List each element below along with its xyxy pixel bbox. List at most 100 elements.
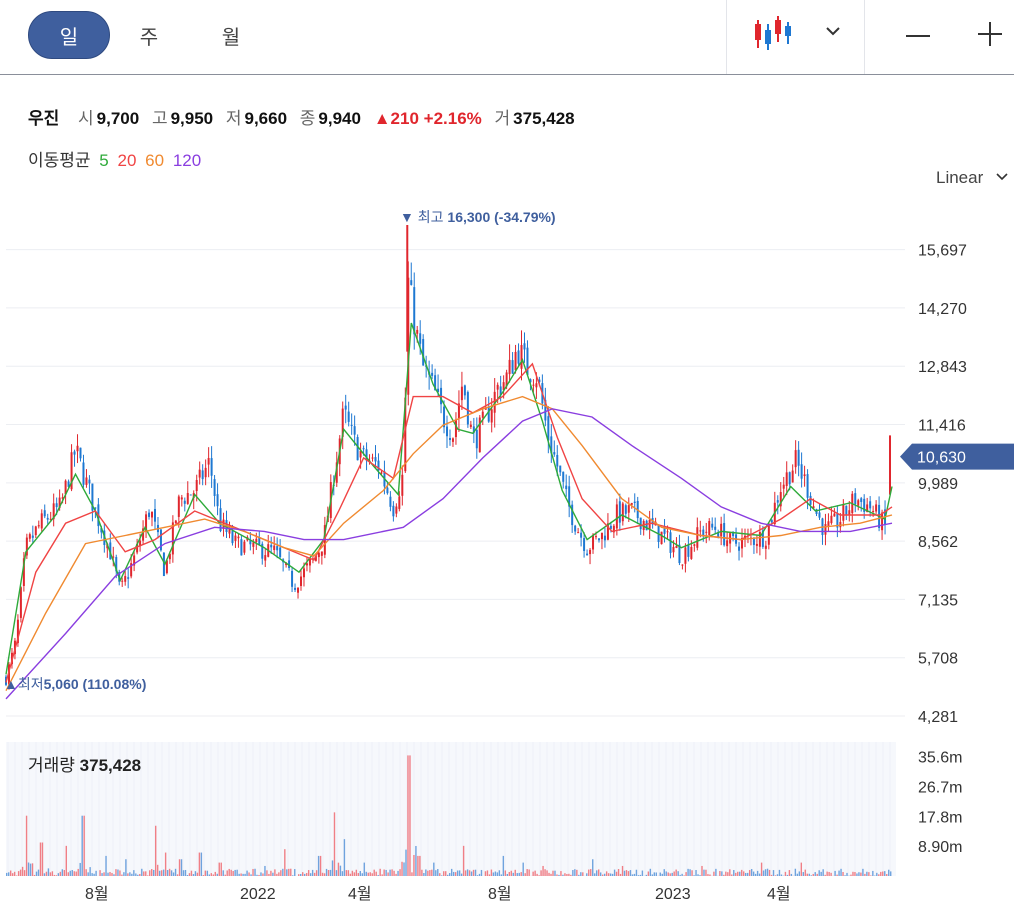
volume-bar: [158, 870, 161, 876]
candle-body: [121, 580, 124, 582]
volume-bar: [413, 854, 415, 876]
volume-bar: [17, 871, 20, 876]
candle-body: [419, 333, 422, 344]
candle-body: [347, 411, 350, 422]
candle-body: [76, 445, 79, 452]
volume-bar: [814, 872, 816, 876]
volume-bar: [214, 871, 216, 876]
candle-body: [198, 469, 201, 478]
volume-bar: [385, 869, 387, 876]
volume-bar: [748, 870, 751, 876]
period-weekly-button[interactable]: 주: [139, 26, 159, 49]
volume-bar: [95, 870, 97, 876]
candle-body: [353, 426, 356, 435]
period-daily-button[interactable]: 일: [28, 11, 110, 59]
volume-bar: [502, 855, 505, 876]
candle-body: [660, 531, 663, 545]
volume-bar: [353, 872, 356, 876]
volume-bar: [544, 869, 546, 876]
candle-body: [431, 372, 434, 376]
volume-bar: [371, 873, 373, 876]
volume-bar: [149, 870, 151, 876]
volume-bar: [856, 873, 858, 876]
volume-bar: [862, 868, 864, 876]
toolbar: 일 주 월: [0, 0, 1014, 75]
ma-label: 이동평균: [28, 151, 91, 170]
volume-bar: [834, 870, 836, 876]
volume-bar: [218, 862, 220, 876]
volume-bar: [574, 869, 576, 876]
zoom-in-icon[interactable]: [970, 16, 1010, 56]
candle-body: [189, 494, 192, 496]
volume-bar: [693, 875, 695, 876]
volume-bar: [820, 871, 822, 876]
volume-bar: [854, 871, 856, 876]
volume-bar: [560, 871, 562, 876]
candle-body: [517, 350, 520, 364]
candle-body: [7, 664, 10, 685]
candle-body: [344, 405, 347, 410]
candle-body: [162, 552, 165, 577]
candle-body: [800, 464, 803, 479]
volume-bar: [186, 875, 189, 876]
candle-body: [577, 532, 580, 534]
volume-bar: [292, 875, 294, 876]
volume-bar: [876, 872, 878, 876]
volume-bar: [375, 871, 377, 876]
volume-bar: [572, 870, 574, 876]
candle-body: [195, 479, 198, 492]
volume-bar: [741, 869, 743, 876]
candle-body: [52, 503, 55, 520]
chevron-down-icon[interactable]: [820, 18, 846, 44]
candle-body: [279, 547, 282, 558]
volume-bar: [790, 873, 793, 876]
volume-bar: [651, 874, 654, 876]
volume-bar: [107, 872, 109, 876]
volume-bar: [860, 872, 862, 876]
volume-bar: [327, 870, 330, 876]
volume-bar: [196, 872, 199, 876]
scale-select[interactable]: Linear: [936, 168, 1010, 188]
volume-bar: [220, 862, 222, 876]
candle-body: [818, 512, 821, 518]
candle-body: [490, 409, 493, 423]
volume-bar: [520, 872, 522, 876]
open-label: 시: [78, 109, 94, 128]
volume-bar: [627, 871, 630, 876]
volume-bar: [37, 869, 40, 876]
volume-bar: [427, 870, 429, 876]
volume-bar: [864, 873, 866, 876]
volume-bar: [409, 755, 411, 876]
volume-bar: [568, 873, 570, 876]
current-price-tag: [900, 443, 1014, 470]
volume-bar: [552, 870, 554, 876]
volume-bar: [198, 852, 201, 876]
volume-bar: [282, 868, 284, 876]
volume-bar: [242, 873, 244, 876]
zoom-out-icon[interactable]: [900, 18, 936, 54]
volume-bar: [272, 872, 274, 876]
volume-bar: [665, 871, 667, 876]
candle-body: [22, 558, 25, 586]
candle-body: [28, 534, 31, 539]
candle-body: [317, 552, 320, 558]
price-chart[interactable]: 15,697 14,270 12,843 11,416 9,989 8,562 7,135 5…: [0, 190, 1014, 923]
volume-bar: [345, 870, 348, 876]
toolbar-divider: [726, 0, 727, 74]
volume-bar: [752, 871, 755, 876]
period-monthly-button[interactable]: 월: [221, 26, 241, 49]
candle-body: [136, 543, 139, 553]
candle-body: [216, 494, 219, 507]
volume-bar: [449, 873, 451, 876]
volume-bar: [458, 870, 461, 876]
volume-bar: [818, 870, 820, 876]
candle-body: [523, 343, 526, 350]
volume-bar: [850, 874, 852, 876]
volume-bar: [506, 873, 509, 876]
candle-body: [46, 517, 49, 520]
volume-bar: [429, 870, 431, 876]
volume-bar: [828, 871, 830, 876]
candle-body: [687, 545, 690, 557]
candle-body: [612, 525, 615, 533]
candlestick-chart-type-icon[interactable]: [752, 14, 794, 54]
